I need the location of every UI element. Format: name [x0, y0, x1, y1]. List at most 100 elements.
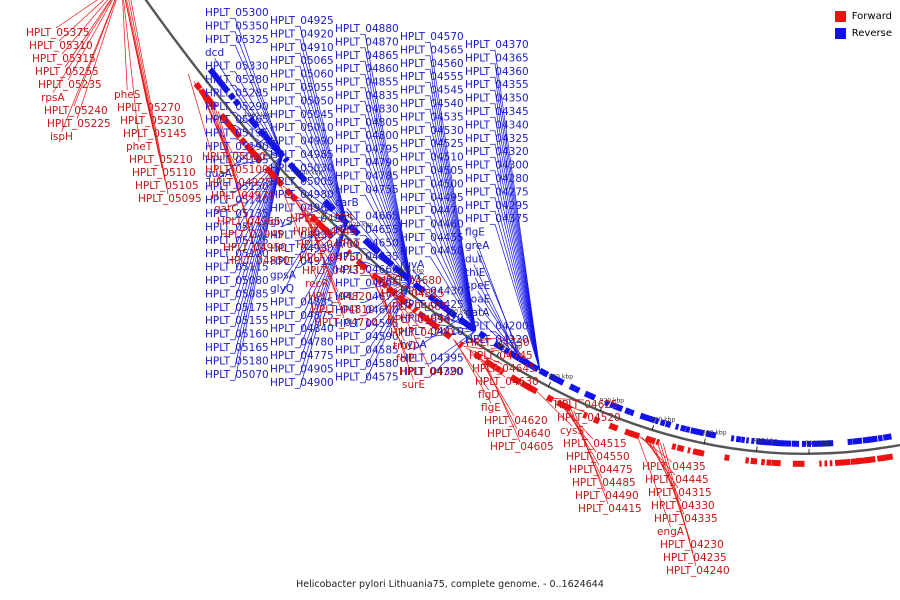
forward-gene-feature — [671, 443, 677, 450]
forward-gene-feature — [798, 460, 805, 467]
reverse-leader-line — [234, 155, 283, 313]
forward-gene-label: HPLT_04965 — [217, 216, 281, 228]
reverse-gene-label: HPLT_04510 — [400, 152, 464, 164]
forward-gene-label: HPLT_04685 — [384, 301, 448, 313]
reverse-leader-line — [299, 79, 348, 224]
reverse-gene-label: HPLT_04875 — [270, 310, 334, 322]
reverse-gene-feature — [277, 150, 286, 159]
reverse-leader-line — [299, 223, 348, 388]
reverse-gene-label: HPLT_04905 — [270, 363, 334, 375]
forward-gene-label: surE — [402, 379, 425, 391]
reverse-gene-label: HPLT_05300 — [205, 7, 269, 19]
reverse-leader-line — [494, 157, 541, 371]
forward-gene-label: HPLT_04515 — [563, 438, 627, 450]
reverse-gene-label: HPLT_04910 — [270, 42, 334, 54]
forward-gene-feature — [360, 263, 368, 270]
reverse-gene-feature — [257, 128, 267, 138]
forward-gene-feature — [750, 457, 758, 465]
reverse-leader-line — [476, 250, 523, 361]
reverse-leader-line — [494, 103, 541, 371]
reverse-swatch — [834, 28, 846, 39]
reverse-gene-label: HPLT_05350 — [205, 20, 269, 32]
forward-gene-label: HPLT_04850 — [226, 255, 290, 267]
reverse-gene-label: HPLT_04595 — [335, 318, 399, 330]
scale-tick-label: 1040 kbp — [294, 170, 322, 177]
reverse-leader-line — [429, 162, 477, 331]
reverse-leader-line — [429, 242, 477, 331]
forward-gene-label: HPLT_05095 — [138, 193, 202, 205]
reverse-gene-label: HPLT_04930 — [270, 243, 334, 255]
reverse-gene-feature — [402, 273, 413, 283]
reverse-gene-label: HPLT_04790 — [335, 157, 399, 169]
forward-gene-feature — [676, 444, 685, 453]
reverse-gene-label: HPLT_05005 — [270, 176, 334, 188]
reverse-gene-label: HPLT_04865 — [335, 50, 399, 62]
reverse-gene-feature — [533, 365, 540, 372]
reverse-leader-line — [364, 194, 412, 282]
reverse-gene-label: glyQ — [270, 283, 294, 295]
reverse-leader-line — [364, 281, 412, 370]
forward-gene-label: HPLT_04690 — [387, 314, 451, 326]
reverse-leader-line — [429, 216, 477, 331]
reverse-gene-label: HPLT_04370 — [465, 39, 529, 51]
forward-gene-feature — [792, 460, 799, 467]
forward-leader-line — [61, 0, 116, 133]
forward-gene-feature — [193, 81, 203, 91]
reverse-gene-label: HPLT_04350 — [465, 93, 529, 105]
reverse-gene-label: HPLT_04885 — [270, 296, 334, 308]
reverse-gene-label: HPLT_04560 — [400, 58, 464, 70]
reverse-leader-line — [413, 318, 460, 351]
forward-leader-line — [55, 0, 98, 29]
forward-gene-feature — [855, 457, 862, 465]
forward-leader-line — [570, 408, 606, 492]
forward-gene-label: recR — [305, 278, 329, 290]
reverse-gene-feature — [639, 412, 647, 421]
scale-tick-label: 980 kbp — [447, 309, 472, 316]
reverse-gene-label: HPLT_05290 — [205, 101, 269, 113]
forward-gene-feature — [442, 330, 453, 340]
forward-gene-label: truD — [393, 340, 416, 352]
forward-gene-feature — [819, 460, 822, 467]
reverse-gene-label: HPLT_04500 — [400, 178, 464, 190]
scale-ticks: 1060 kbp 1040 kbp 1020 kbp 1000 kbp 980 kbp 9… — [240, 112, 830, 454]
reverse-leader-line — [364, 281, 412, 356]
reverse-gene-feature — [232, 98, 241, 107]
reverse-gene-label: HPLT_05060 — [270, 69, 334, 81]
forward-gene-feature — [561, 402, 573, 412]
forward-gene-label: HPLT_05255 — [35, 66, 99, 78]
forward-gene-label: HPLT_04845 — [293, 226, 357, 238]
reverse-gene-label: HPLT_05085 — [205, 288, 269, 300]
reverse-leader-line — [364, 167, 412, 282]
reverse-gene-feature — [588, 392, 595, 400]
reverse-gene-label: HPLT_04860 — [335, 63, 399, 75]
reverse-gene-label: HPLT_05030 — [270, 162, 334, 174]
reverse-gene-label: HPLT_04695 — [335, 278, 399, 290]
reverse-gene-feature — [387, 260, 395, 268]
reverse-gene-label: HPLT_05070 — [205, 369, 269, 381]
reverse-gene-label: HPLT_04870 — [335, 36, 399, 48]
forward-leader-line — [662, 443, 697, 567]
reverse-gene-label: HPLT_04565 — [400, 44, 464, 56]
reverse-gene-label: HPLT_04665 — [335, 211, 399, 223]
reverse-gene-label: ruvA — [400, 259, 425, 271]
forward-leader-line — [377, 278, 415, 303]
reverse-gene-label: HPLT_05285 — [205, 87, 269, 99]
reverse-gene-label: HPLT_05010 — [270, 122, 334, 134]
reverse-gene-label: HPLT_04470 — [400, 205, 464, 217]
forward-gene-label: rpsA — [41, 92, 65, 104]
reverse-gene-feature — [337, 213, 347, 224]
reverse-gene-feature — [644, 414, 657, 424]
scale-tick-label: 920 kbp — [600, 398, 625, 405]
reverse-gene-label: HPLT_05080 — [205, 275, 269, 287]
forward-gene-label: pheT — [126, 141, 153, 153]
reverse-leader-line — [364, 281, 412, 343]
reverse-gene-label: HPLT_04830 — [335, 103, 399, 115]
reverse-leader-line — [364, 74, 412, 282]
reverse-leader-line — [429, 108, 477, 331]
reverse-gene-label: HPLT_04775 — [270, 350, 334, 362]
reverse-gene-feature — [710, 431, 714, 439]
reverse-gene-feature — [573, 385, 581, 394]
forward-gene-label: pheS — [114, 89, 141, 101]
scale-tick-mark — [599, 406, 603, 412]
forward-gene-label: gatC — [214, 203, 239, 215]
